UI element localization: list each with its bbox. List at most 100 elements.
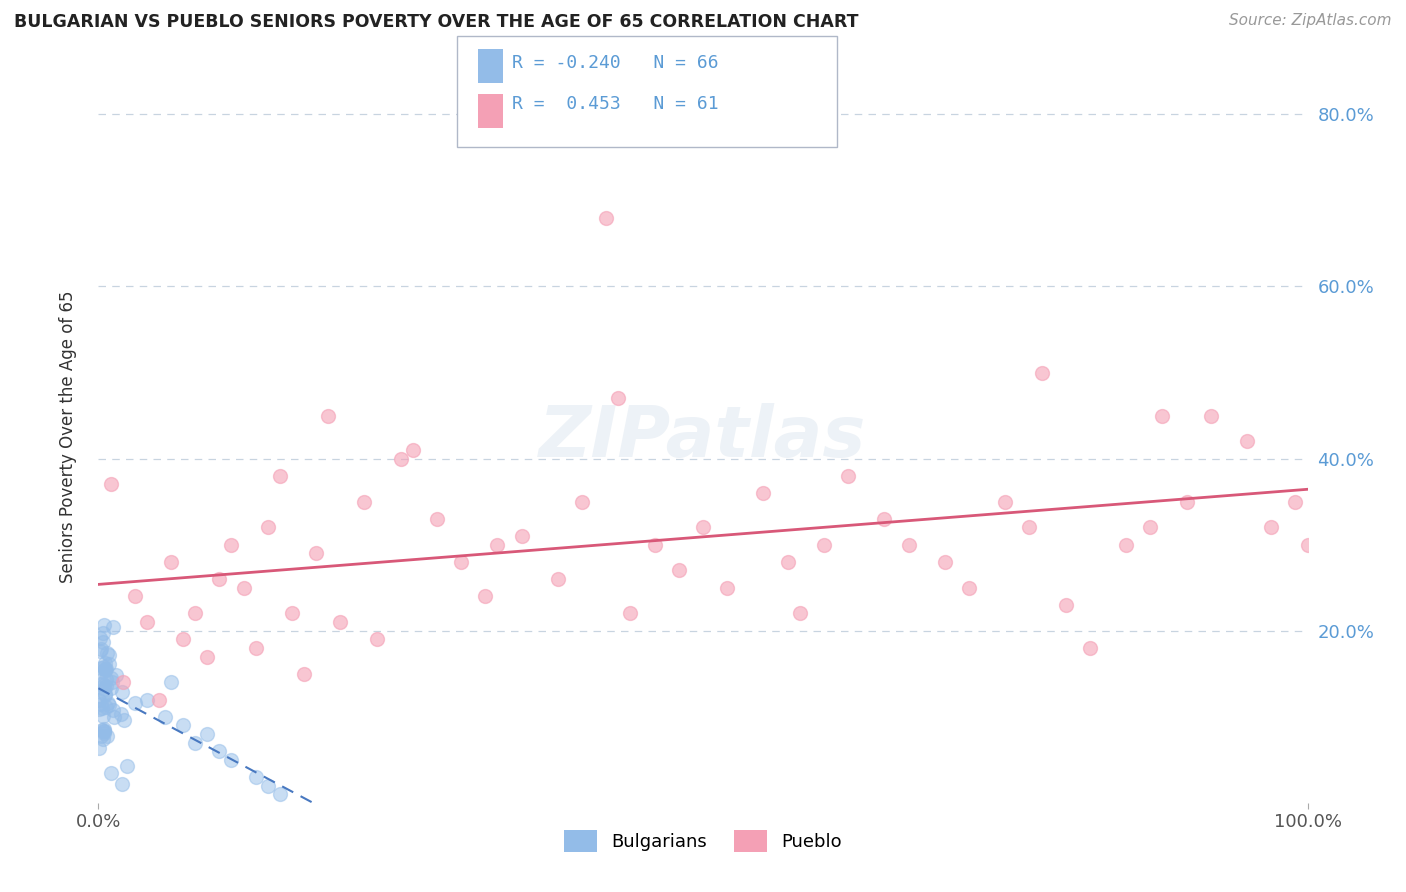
Point <box>486 538 509 552</box>
Point <box>366 632 388 647</box>
Point <box>716 581 738 595</box>
Point <box>87 701 110 715</box>
Point <box>101 620 124 634</box>
Point <box>148 692 170 706</box>
Point <box>281 607 304 621</box>
Point <box>1236 434 1258 449</box>
Text: Source: ZipAtlas.com: Source: ZipAtlas.com <box>1229 13 1392 29</box>
Point <box>111 675 134 690</box>
Point <box>873 512 896 526</box>
Point <box>93 663 115 677</box>
Point <box>91 665 114 679</box>
Point <box>100 477 122 491</box>
Point <box>897 538 920 552</box>
Point <box>90 697 112 711</box>
Point <box>93 678 115 692</box>
Point <box>245 640 267 655</box>
Point <box>93 688 115 702</box>
Point <box>934 555 956 569</box>
Point <box>91 634 114 648</box>
Point <box>112 714 135 728</box>
Point <box>94 679 117 693</box>
Point <box>245 770 267 784</box>
Text: BULGARIAN VS PUEBLO SENIORS POVERTY OVER THE AGE OF 65 CORRELATION CHART: BULGARIAN VS PUEBLO SENIORS POVERTY OVER… <box>14 13 859 31</box>
Point <box>402 442 425 457</box>
Point <box>111 777 134 791</box>
Point <box>195 649 218 664</box>
Point <box>184 607 207 621</box>
Point <box>292 666 315 681</box>
Point <box>269 787 291 801</box>
Point <box>172 632 194 647</box>
Point <box>117 758 139 772</box>
Point <box>256 520 278 534</box>
Point <box>353 494 375 508</box>
Point <box>135 615 157 629</box>
Point <box>619 607 641 621</box>
Point <box>90 701 112 715</box>
Point <box>1018 520 1040 534</box>
Point <box>994 494 1017 508</box>
Point <box>221 753 243 767</box>
Point <box>111 685 134 699</box>
Point <box>103 710 125 724</box>
Point <box>776 555 799 569</box>
Point <box>644 538 666 552</box>
Point <box>124 696 146 710</box>
Point <box>329 615 352 629</box>
Point <box>305 546 328 560</box>
Point <box>94 662 117 676</box>
Point <box>90 660 112 674</box>
Point <box>256 779 278 793</box>
Point <box>837 468 859 483</box>
Point <box>547 572 569 586</box>
Point <box>1284 494 1306 508</box>
Point <box>316 409 339 423</box>
Point <box>752 486 775 500</box>
Point <box>100 766 122 780</box>
Point <box>474 589 496 603</box>
Point <box>93 726 115 740</box>
Point <box>90 729 112 743</box>
Point <box>98 698 121 712</box>
Point <box>269 468 291 483</box>
Point <box>571 494 593 508</box>
Point <box>100 671 122 685</box>
Point <box>93 724 115 739</box>
Point <box>221 538 243 552</box>
Point <box>90 641 112 656</box>
Point <box>89 631 111 645</box>
Point <box>184 735 207 749</box>
Point <box>1139 520 1161 534</box>
Point <box>232 581 254 595</box>
Point <box>595 211 617 225</box>
Point <box>124 589 146 603</box>
Point <box>101 703 124 717</box>
Point <box>957 581 980 595</box>
Point <box>1054 598 1077 612</box>
Point <box>94 687 117 701</box>
Text: R = -0.240   N = 66: R = -0.240 N = 66 <box>512 54 718 71</box>
Point <box>789 607 811 621</box>
Point <box>97 657 120 671</box>
Point <box>1031 366 1053 380</box>
Point <box>692 520 714 534</box>
Point <box>1296 538 1319 552</box>
Point <box>607 392 630 406</box>
Point <box>160 675 183 690</box>
Point <box>89 676 111 690</box>
Point <box>89 741 111 756</box>
Point <box>668 564 690 578</box>
Point <box>93 722 115 736</box>
Point <box>1199 409 1222 423</box>
Point <box>97 696 120 710</box>
Point <box>195 727 218 741</box>
Point <box>1175 494 1198 508</box>
Point <box>91 731 114 746</box>
Point <box>208 744 231 758</box>
Point <box>389 451 412 466</box>
Point <box>94 656 117 670</box>
Point <box>510 529 533 543</box>
Text: ZIPatlas: ZIPatlas <box>540 402 866 472</box>
Point <box>93 723 115 738</box>
